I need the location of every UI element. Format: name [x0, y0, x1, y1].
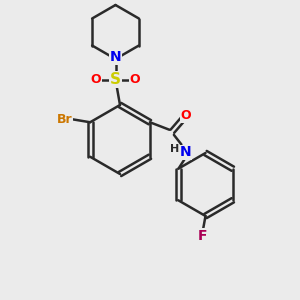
Text: N: N: [110, 50, 121, 64]
Text: O: O: [130, 73, 140, 86]
Text: Br: Br: [57, 113, 72, 126]
Text: F: F: [198, 229, 207, 243]
Text: O: O: [91, 73, 101, 86]
Text: H: H: [170, 144, 180, 154]
Text: N: N: [180, 145, 192, 159]
Text: O: O: [181, 109, 191, 122]
Text: S: S: [110, 72, 121, 87]
